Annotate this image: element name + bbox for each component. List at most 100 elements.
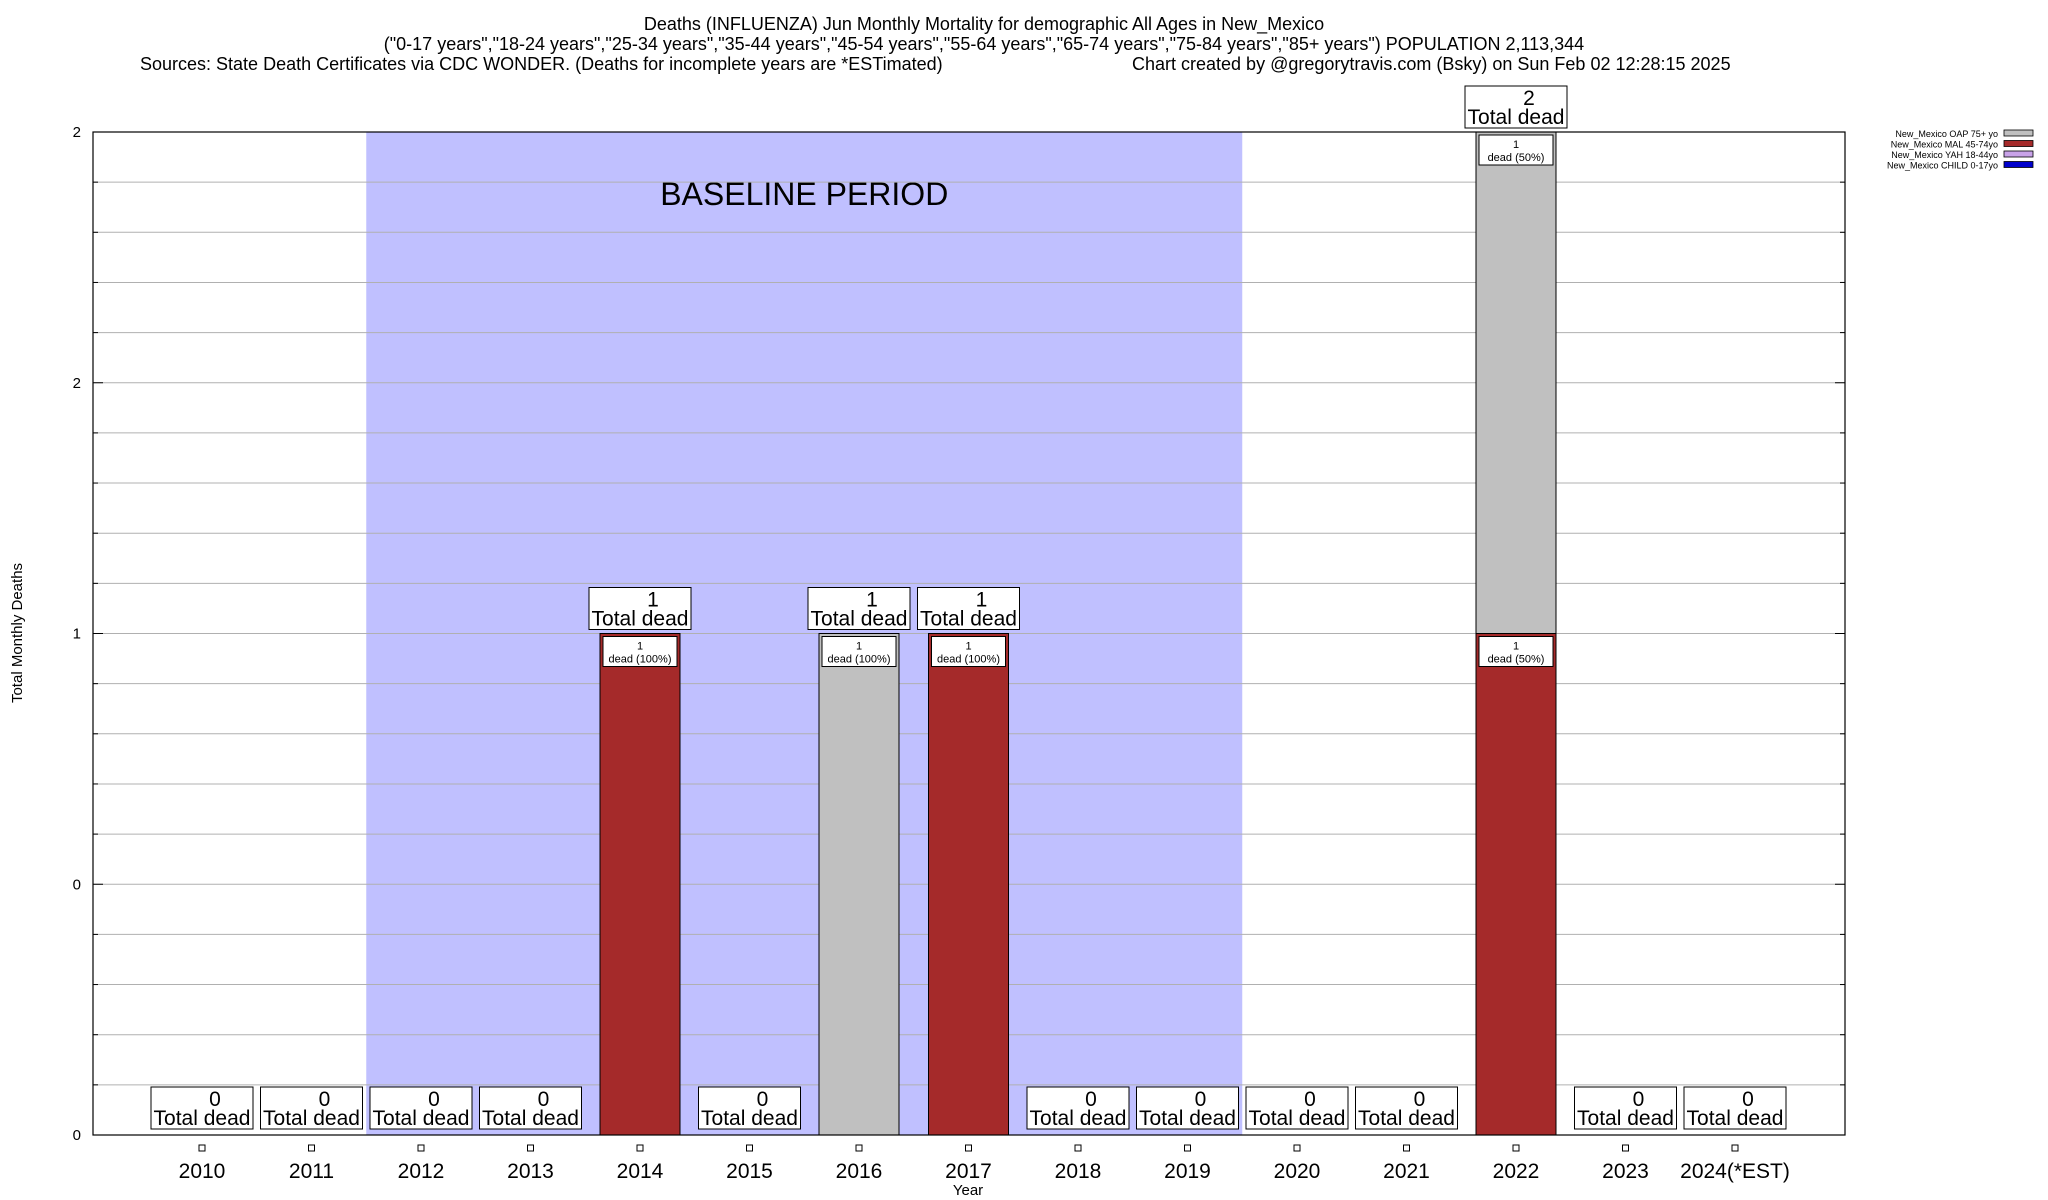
total-label: Total dead (1577, 1107, 1674, 1130)
bar-segment (1475, 131, 1557, 634)
segment-label-count: 1 (965, 641, 971, 653)
y-tick-label: 0 (73, 1127, 81, 1144)
total-label: Total dead (1687, 1107, 1784, 1130)
x-tick-label: 2024(*EST) (1680, 1160, 1790, 1183)
y-axis-title: Total Monthly Deaths (9, 563, 26, 703)
chart-title: Deaths (INFLUENZA) Jun Monthly Mortality… (643, 14, 1325, 34)
x-tick-label: 2021 (1383, 1160, 1430, 1183)
total-label: Total dead (920, 608, 1017, 631)
chart-credit: Chart created by @gregorytravis.com (Bsk… (1132, 54, 1731, 74)
segment-label-text: dead (100%) (609, 654, 672, 666)
x-marker (308, 1144, 315, 1152)
total-value: 0 (1742, 1088, 1754, 1111)
x-marker (1622, 1144, 1629, 1152)
x-tick-label: 2010 (179, 1160, 226, 1183)
x-tick-label: 2023 (1602, 1160, 1649, 1183)
x-marker (1512, 1144, 1520, 1152)
legend-label: New_Mexico YAH 18-44yo (1891, 150, 1998, 160)
x-marker (1403, 1144, 1410, 1152)
segment-label-text: dead (50%) (1488, 654, 1545, 666)
bar-segment (599, 633, 681, 1136)
total-label-box (1355, 1086, 1458, 1130)
x-axis-title: Year (953, 1182, 983, 1199)
total-value: 0 (209, 1088, 221, 1111)
x-tick-label: 2016 (836, 1160, 883, 1183)
total-label: Total dead (154, 1107, 251, 1130)
x-marker (527, 1144, 534, 1152)
total-label: Total dead (373, 1107, 470, 1130)
legend-swatch (2003, 140, 2034, 147)
total-label-box (369, 1086, 473, 1130)
total-label-box (1683, 1086, 1787, 1130)
total-value: 0 (1633, 1088, 1645, 1111)
total-label-box (1026, 1086, 1130, 1130)
total-label-box (1245, 1086, 1349, 1130)
legend-swatch (2003, 150, 2034, 158)
x-marker (855, 1144, 863, 1152)
total-label: Total dead (701, 1107, 798, 1130)
x-tick-label: 2011 (289, 1160, 334, 1183)
x-tick-label: 2012 (398, 1160, 445, 1183)
segment-label-text: dead (50%) (1488, 152, 1545, 164)
axes-layer: 0 0 1 2 2 2010 2011 2012 2013 2014 2015 2016 2017 201… (9, 124, 1846, 1199)
total-label-box (1136, 1086, 1239, 1130)
legend-swatch (2003, 161, 2034, 168)
total-label-box (1464, 85, 1568, 129)
total-label-box (150, 1086, 254, 1130)
total-value: 0 (319, 1088, 331, 1111)
segment-label-text: dead (100%) (937, 654, 1000, 666)
x-marker (965, 1144, 972, 1152)
chart-subtitle: ("0-17 years","18-24 years","25-34 years… (383, 34, 1585, 54)
bars-layer (599, 131, 1557, 1136)
legend-label: New_Mexico MAL 45-74yo (1891, 140, 1998, 150)
total-value: 0 (1414, 1088, 1426, 1111)
segment-label-count: 1 (1513, 641, 1519, 653)
y-tick-label: 2 (73, 124, 81, 141)
x-marker (1184, 1144, 1191, 1152)
x-tick-label: 2018 (1055, 1160, 1102, 1183)
total-label: Total dead (811, 608, 908, 631)
legend-label: New_Mexico CHILD 0-17yo (1887, 161, 1998, 171)
bar-segment (1475, 633, 1557, 1136)
segment-label-text: dead (100%) (828, 654, 891, 666)
total-label: Total dead (1139, 1107, 1236, 1130)
total-value: 1 (866, 589, 878, 612)
x-tick-label: 2013 (507, 1160, 554, 1183)
baseline-period-label: BASELINE PERIOD (660, 176, 948, 212)
total-label: Total dead (1358, 1107, 1455, 1130)
total-value: 0 (1304, 1088, 1316, 1111)
total-label: Total dead (1468, 106, 1565, 129)
total-label: Total dead (482, 1107, 579, 1130)
segment-label-count: 1 (856, 641, 862, 653)
x-tick-label: 2022 (1493, 1160, 1540, 1183)
total-label-box (698, 1086, 801, 1130)
x-marker (1293, 1144, 1301, 1152)
total-label: Total dead (263, 1107, 360, 1130)
bar-segment (928, 633, 1009, 1136)
total-value: 0 (757, 1088, 769, 1111)
total-label-box (807, 587, 911, 630)
x-marker (746, 1144, 753, 1152)
segment-label-count: 1 (1513, 139, 1519, 151)
x-marker (636, 1144, 644, 1152)
total-value: 0 (428, 1088, 440, 1111)
x-tick-label: 2019 (1164, 1160, 1211, 1183)
x-marker (1074, 1144, 1082, 1152)
total-label-box (917, 587, 1020, 630)
x-tick-label: 2017 (945, 1160, 992, 1183)
total-value: 0 (538, 1088, 550, 1111)
y-tick-label: 1 (73, 626, 81, 643)
total-value: 2 (1523, 87, 1535, 110)
segment-label-box (931, 636, 1006, 667)
total-label-box (260, 1086, 363, 1130)
total-label-box (1574, 1086, 1677, 1130)
y-tick-label: 2 (73, 375, 81, 392)
total-label-box (479, 1086, 582, 1130)
total-value: 1 (647, 589, 659, 612)
x-tick-label: 2014 (617, 1160, 664, 1183)
x-marker (417, 1144, 425, 1152)
segment-label-count: 1 (637, 641, 643, 653)
